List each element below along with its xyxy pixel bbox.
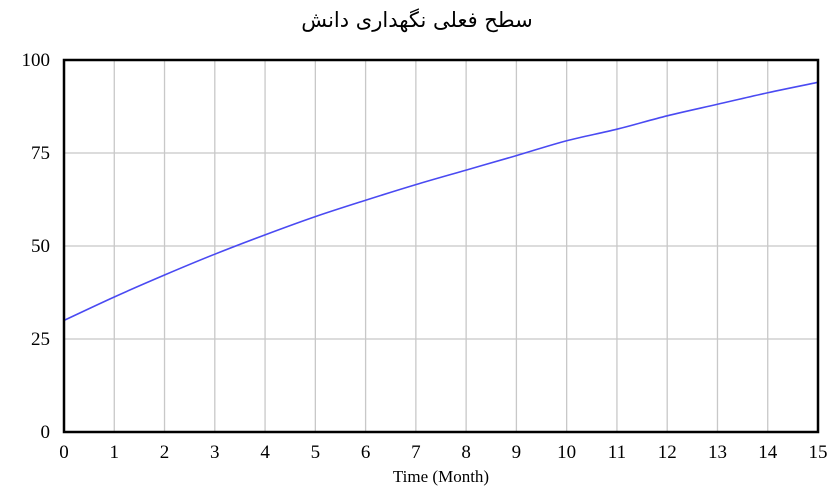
series-layer xyxy=(63,81,819,322)
y-tick-label: 0 xyxy=(41,422,51,443)
grid xyxy=(63,59,819,433)
x-tick-label: 0 xyxy=(59,442,69,463)
x-tick-label: 13 xyxy=(708,442,727,463)
x-axis-label: Time (Month) xyxy=(393,467,489,486)
x-tick-label: 8 xyxy=(461,442,471,463)
x-tick-label: 15 xyxy=(809,442,828,463)
x-tick-label: 10 xyxy=(557,442,576,463)
y-tick-label: 25 xyxy=(31,329,50,350)
plot-frame xyxy=(62,58,820,434)
series-line xyxy=(63,81,819,322)
x-tick-label: 5 xyxy=(311,442,321,463)
x-tick-label: 9 xyxy=(512,442,522,463)
x-tick-label: 3 xyxy=(210,442,220,463)
x-tick-label: 2 xyxy=(160,442,170,463)
x-tick-label: 4 xyxy=(260,442,270,463)
x-tick-label: 6 xyxy=(361,442,371,463)
chart-title: سطح فعلی نگهداری دانش xyxy=(301,8,533,32)
y-tick-label: 75 xyxy=(31,143,50,164)
x-tick-label: 14 xyxy=(758,442,778,463)
y-tick-label: 50 xyxy=(31,236,50,257)
x-tick-label: 1 xyxy=(110,442,120,463)
y-tick-label: 100 xyxy=(22,50,51,71)
x-tick-label: 7 xyxy=(411,442,421,463)
x-tick-label: 11 xyxy=(608,442,626,463)
x-tick-label: 12 xyxy=(658,442,677,463)
